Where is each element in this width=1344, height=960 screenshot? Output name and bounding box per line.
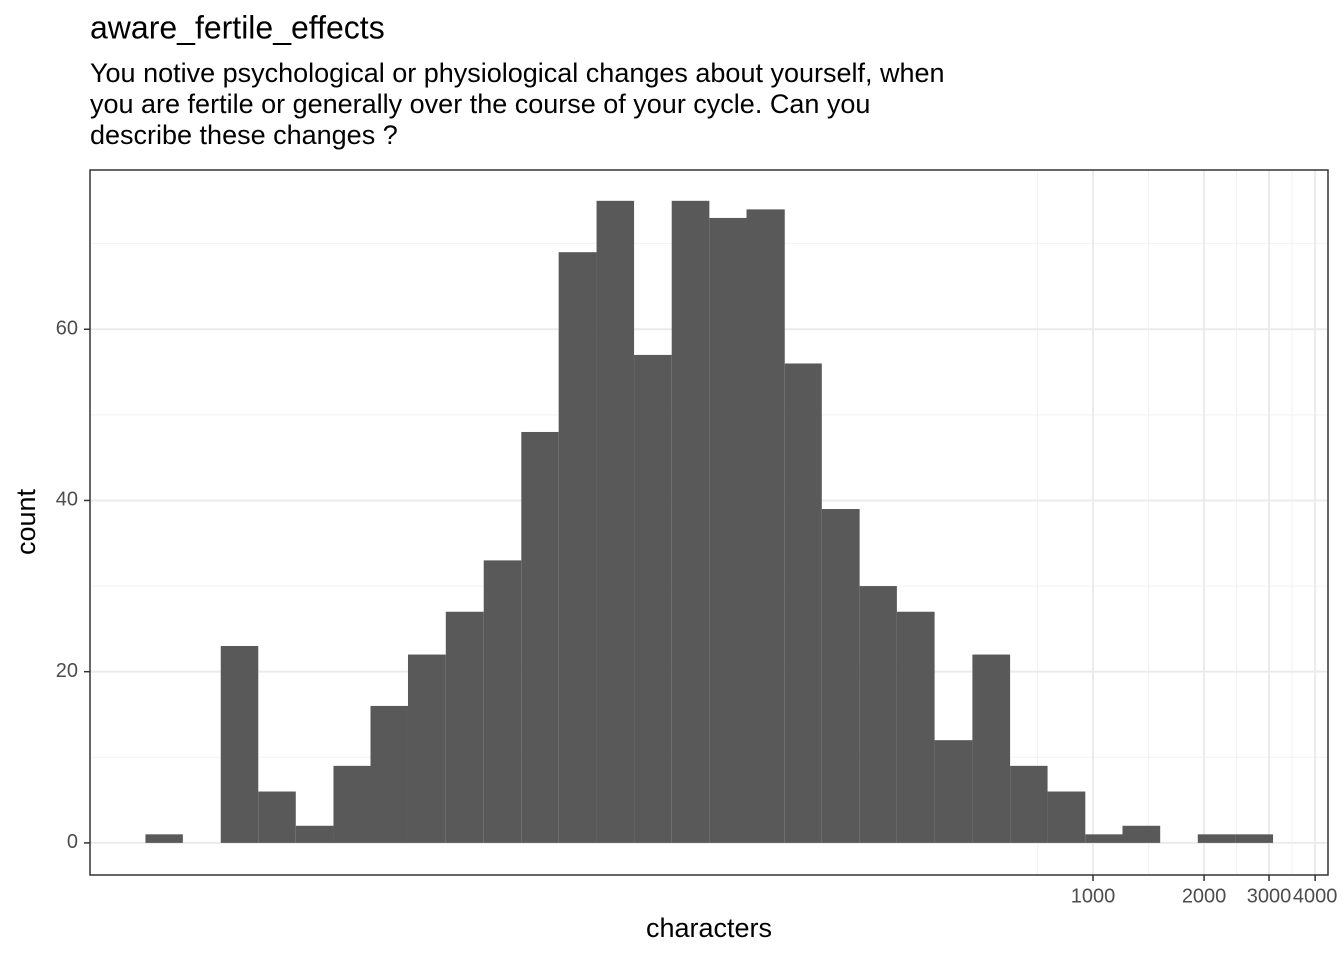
bar [220, 645, 259, 843]
bar [972, 654, 1011, 843]
x-tick-label: 4000 [1293, 885, 1338, 907]
bar [634, 354, 672, 843]
x-tick-label: 3000 [1247, 885, 1292, 907]
bar [859, 586, 897, 843]
panel-border [89, 169, 1329, 876]
chart-title: aware_fertile_effects [90, 9, 385, 45]
bar [483, 560, 522, 843]
bar [1235, 834, 1274, 843]
x-tick-label: 1000 [1071, 885, 1116, 907]
chart-subtitle: You notive psychological or physiologica… [90, 58, 945, 88]
y-tick-label: 60 [56, 318, 78, 340]
x-tick-label: 2000 [1182, 885, 1227, 907]
bar [521, 431, 559, 843]
bar [596, 200, 635, 843]
bar [1010, 765, 1048, 843]
bar [1085, 834, 1123, 843]
bar [709, 217, 747, 843]
bar [333, 765, 371, 843]
y-tick-label: 0 [67, 831, 78, 853]
bar [1047, 791, 1086, 843]
bar [1122, 825, 1161, 843]
bar [407, 654, 446, 843]
bar [896, 611, 935, 843]
y-tick-label: 20 [56, 660, 78, 682]
y-tick-label: 40 [56, 489, 78, 511]
bar [445, 611, 484, 843]
bar [370, 705, 408, 843]
bar [821, 509, 860, 843]
bar [1197, 834, 1236, 843]
y-axis-label: count [11, 488, 41, 555]
bar [934, 740, 973, 843]
chart-subtitle: describe these changes ? [90, 120, 398, 150]
chart-subtitle: you are fertile or generally over the co… [90, 89, 870, 119]
bar [258, 791, 296, 843]
bar [295, 825, 334, 843]
bar [671, 200, 710, 843]
x-axis-label: characters [646, 913, 772, 943]
bar [746, 209, 785, 843]
bar [145, 834, 183, 843]
bar [558, 252, 597, 843]
bar [784, 363, 822, 843]
